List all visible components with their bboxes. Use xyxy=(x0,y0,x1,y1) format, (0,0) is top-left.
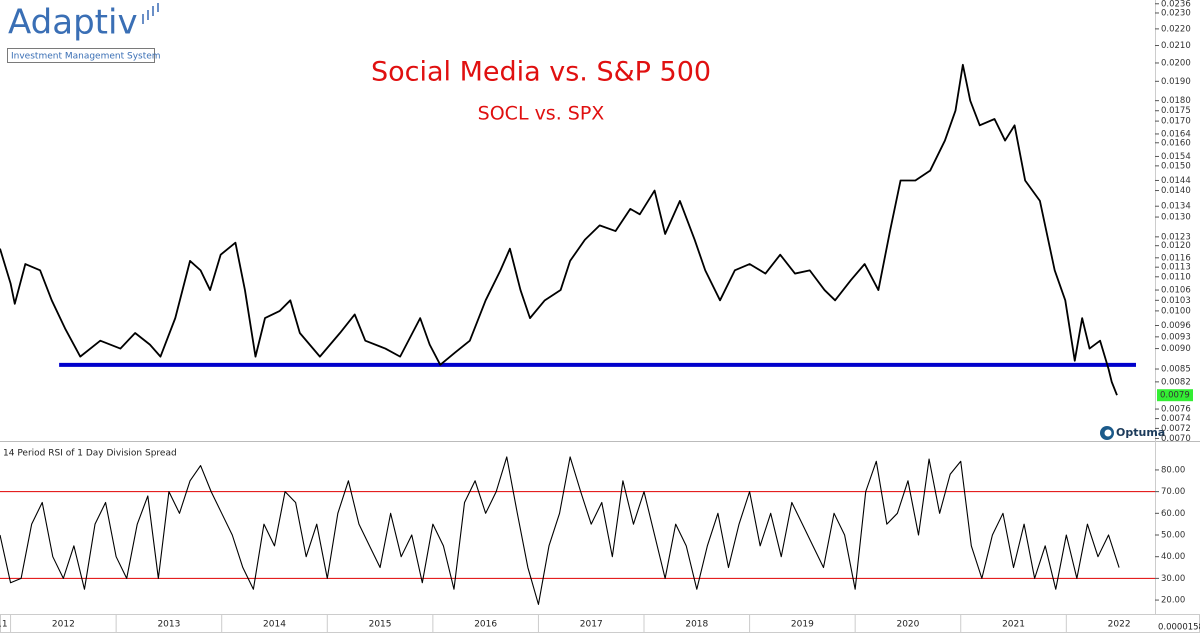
chart-subtitle: SOCL vs. SPX xyxy=(478,103,605,125)
y-tick-label: 0.0110 xyxy=(1161,272,1191,282)
y-tick-label: 0.0175 xyxy=(1161,106,1191,116)
y-tick-label: 0.0220 xyxy=(1161,24,1191,34)
y-tick-label: 0.0103 xyxy=(1161,296,1191,306)
y-tick-label: 0.0170 xyxy=(1161,117,1191,127)
y-tick-label: 0.0140 xyxy=(1161,186,1191,196)
y-tick-label: 30.00 xyxy=(1161,574,1185,584)
y-tick-label: 0.0134 xyxy=(1161,202,1191,212)
current-value-label: 0.0079 xyxy=(1160,391,1190,401)
x-tick-label: 2021 xyxy=(1002,620,1025,630)
y-tick-label: 0.0200 xyxy=(1161,58,1191,68)
y-tick-label: 0.0120 xyxy=(1161,241,1191,251)
x-tick-label: 2017 xyxy=(580,620,603,630)
y-tick-label: 0.0130 xyxy=(1161,213,1191,223)
logo-icon xyxy=(142,3,159,24)
y-tick-label: 0.0096 xyxy=(1161,321,1191,331)
y-tick-label: 0.0123 xyxy=(1161,232,1191,242)
y-tick-label: 0.0164 xyxy=(1161,129,1191,139)
logo-name: Adaptiv xyxy=(8,3,138,43)
y-tick-label: 0.0210 xyxy=(1161,41,1191,51)
y-tick-label: 0.0150 xyxy=(1161,161,1191,171)
x-tick-label: 2015 xyxy=(369,620,392,630)
y-tick-label: 0.0074 xyxy=(1161,414,1191,424)
y-tick-label: 0.0082 xyxy=(1161,377,1191,387)
y-tick-label: 0.0154 xyxy=(1161,152,1191,162)
chart-title: Social Media vs. S&P 500 xyxy=(371,57,711,88)
y-tick-label: 0.0113 xyxy=(1161,263,1191,273)
current-value-box xyxy=(1157,389,1193,402)
y-tick-label: 0.0070 xyxy=(1161,434,1191,444)
y-tick-label: 0.0144 xyxy=(1161,176,1191,186)
y-tick-label: 20.00 xyxy=(1161,596,1185,606)
y-tick-label: 0.0072 xyxy=(1161,424,1191,434)
watermark-icon-hole xyxy=(1104,429,1112,437)
panel-label: 14 Period RSI of 1 Day Division Spread xyxy=(3,449,177,459)
logo: Adaptiv Investment Management System xyxy=(7,3,161,63)
y-tick-label: 0.0160 xyxy=(1161,138,1191,148)
watermark-text: Optuma xyxy=(1116,426,1165,439)
y-tick-label: 70.00 xyxy=(1161,487,1185,497)
x-tick-label: 2013 xyxy=(157,620,180,630)
logo-box xyxy=(7,48,155,63)
y-tick-label: 0.0106 xyxy=(1161,286,1191,296)
x-tick-label: 2016 xyxy=(474,620,497,630)
y-tick-label: 0.0190 xyxy=(1161,77,1191,87)
y-tick-label: 0.0093 xyxy=(1161,332,1191,342)
x-tick-label: 2018 xyxy=(685,620,708,630)
y-tick-label: 80.00 xyxy=(1161,465,1185,475)
x-tick-label: 2020 xyxy=(896,620,919,630)
y-tick-label: 0.0230 xyxy=(1161,8,1191,18)
data-line xyxy=(0,456,1120,605)
x-tick-label: 2011 xyxy=(0,620,8,630)
y-tick-label: 0.0116 xyxy=(1161,253,1191,263)
logo-tagline: Investment Management System xyxy=(11,52,161,62)
y-tick-label: 50.00 xyxy=(1161,531,1185,541)
watermark: Optuma xyxy=(1100,426,1165,440)
x-tick-label: 2014 xyxy=(263,620,286,630)
x-tick-label: 2019 xyxy=(791,620,814,630)
y-tick-label: 0.0100 xyxy=(1161,306,1191,316)
data-line xyxy=(0,63,1118,396)
y-tick-label: 60.00 xyxy=(1161,509,1185,519)
y-tick-label: 0.0085 xyxy=(1161,365,1191,375)
y-tick-label: 0.0076 xyxy=(1161,405,1191,415)
corner-label: 0.0000158 xyxy=(1158,623,1200,633)
x-tick-label: 2022 xyxy=(1108,620,1131,630)
y-tick-label: 0.0180 xyxy=(1161,96,1191,106)
y-tick-label: 40.00 xyxy=(1161,552,1185,562)
y-tick-label: 0.0090 xyxy=(1161,344,1191,354)
y-tick-label: 0.0236 xyxy=(1161,0,1191,9)
x-tick-label: 2012 xyxy=(52,620,75,630)
